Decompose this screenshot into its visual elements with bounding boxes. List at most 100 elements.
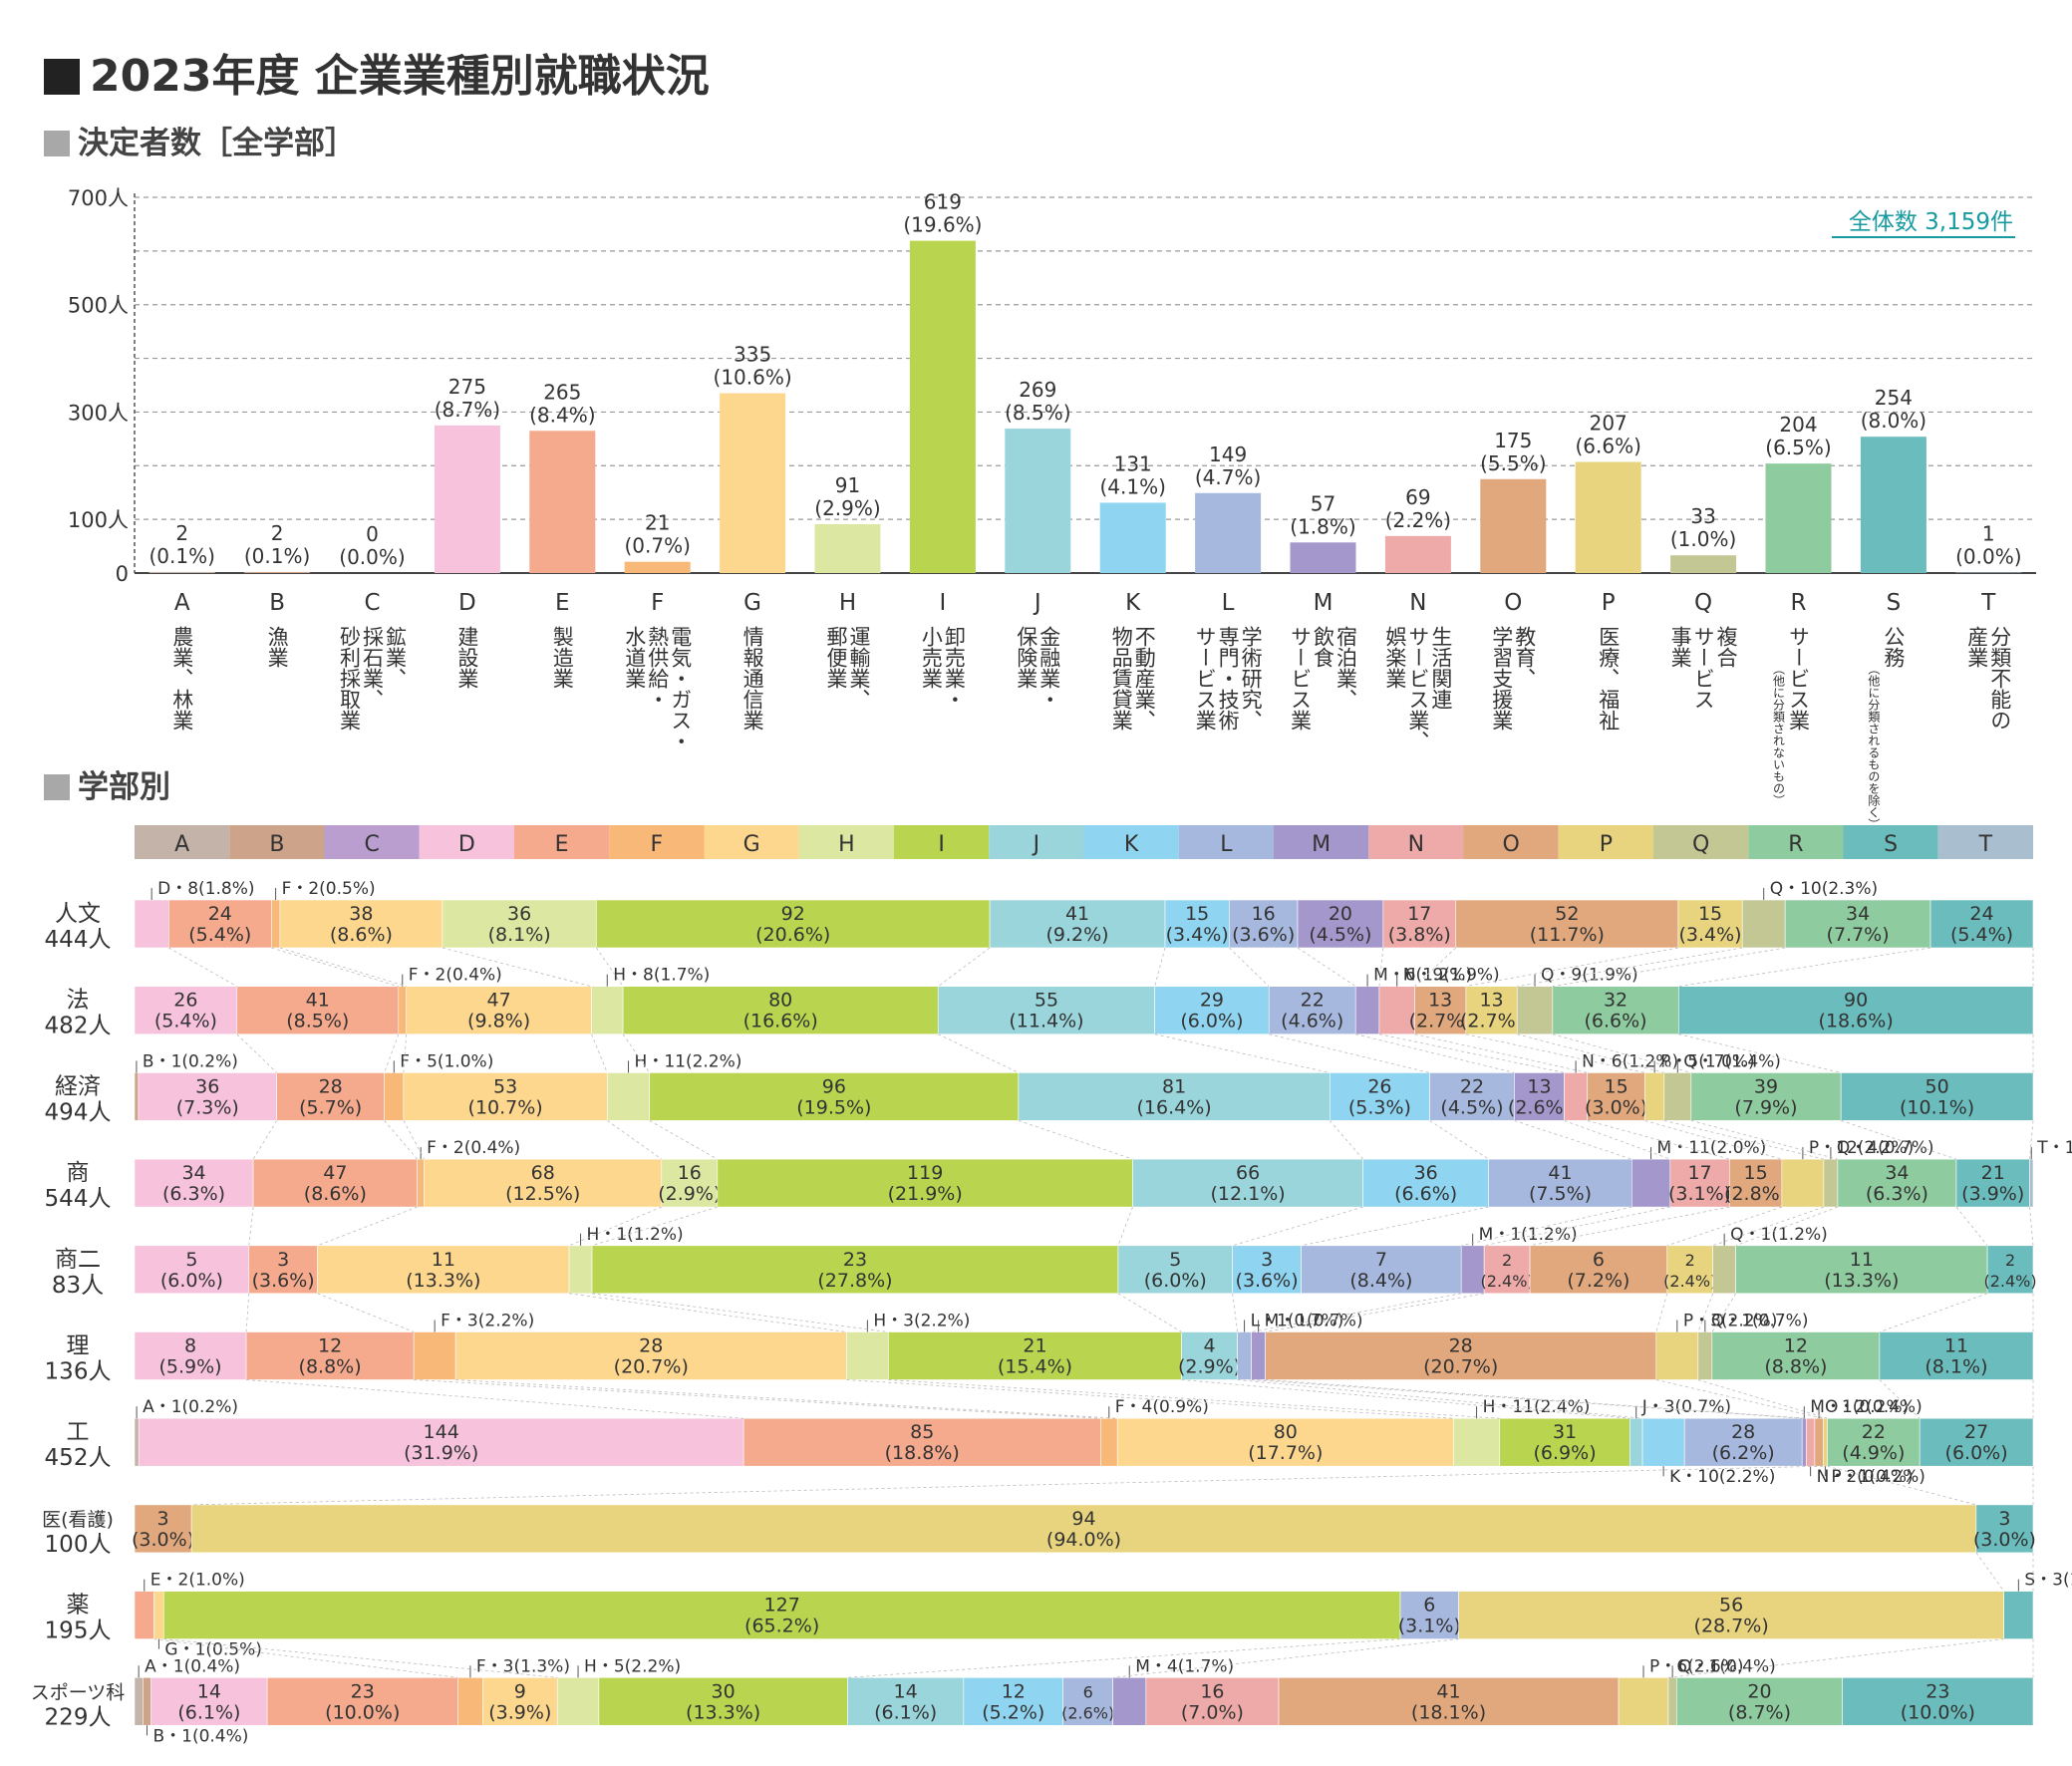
callout-label: L・1(0.7%) bbox=[1251, 1312, 1344, 1331]
segment-Q bbox=[1516, 986, 1554, 1035]
connector-line bbox=[1355, 1033, 1515, 1073]
y-tick-label: 700人 bbox=[68, 186, 129, 210]
segment-value-label: 16 bbox=[1252, 903, 1276, 925]
connector-line bbox=[1154, 1033, 1331, 1073]
segment-G bbox=[403, 1072, 608, 1121]
bar-pct-label: (8.4%) bbox=[529, 403, 595, 427]
segment-H bbox=[1453, 1417, 1501, 1467]
bar-pct-label: (19.6%) bbox=[903, 213, 982, 237]
connector-line bbox=[1667, 1638, 2004, 1678]
faculty-total: 544人 bbox=[45, 1186, 112, 1212]
connector-line bbox=[1237, 1379, 1643, 1419]
callout-label: M・1(0.2%) bbox=[1810, 1397, 1909, 1417]
bar-pct-label: (1.0%) bbox=[1670, 527, 1736, 551]
callout-label: P・6(2.6%) bbox=[1649, 1656, 1744, 1676]
faculty-name: 商 bbox=[67, 1160, 90, 1186]
connector-line bbox=[1378, 947, 1384, 987]
legend-swatch-Q bbox=[1653, 825, 1749, 859]
segment-pct-label: (3.6%) bbox=[1236, 1270, 1299, 1292]
connector-line bbox=[1117, 1206, 1133, 1246]
connector-line bbox=[455, 1379, 1118, 1419]
bar-L bbox=[1195, 492, 1262, 573]
segment-value-label: 80 bbox=[768, 990, 792, 1012]
legend-label-E: E bbox=[555, 832, 569, 857]
segment-pct-label: (2.4%) bbox=[1481, 1272, 1534, 1291]
bar-pct-label: (8.0%) bbox=[1861, 409, 1926, 433]
segment-pct-label: (3.1%) bbox=[1668, 1183, 1731, 1205]
segment-pct-label: (2.4%) bbox=[1663, 1272, 1716, 1291]
segment-value-label: 15 bbox=[1744, 1162, 1768, 1184]
total-count-label: 全体数 3,159件 bbox=[1849, 209, 2013, 235]
segment-O bbox=[1529, 1245, 1668, 1295]
connector-line bbox=[591, 1033, 608, 1073]
connector-line bbox=[236, 1033, 277, 1073]
category-name: 小売業 bbox=[919, 626, 943, 689]
segment-value-label: 36 bbox=[1414, 1162, 1438, 1184]
segment-value-label: 53 bbox=[493, 1075, 517, 1097]
bar-pct-label: (4.1%) bbox=[1099, 474, 1165, 498]
callout-label: Q・1(1.2%) bbox=[1730, 1225, 1828, 1245]
connector-line bbox=[1265, 1379, 1807, 1419]
callout-label: M・1(1.2%) bbox=[1479, 1225, 1578, 1245]
segment-pct-label: (11.7%) bbox=[1530, 924, 1605, 946]
connector-line bbox=[1697, 1379, 1828, 1419]
segment-value-label: 24 bbox=[1969, 903, 1993, 925]
segment-value-label: 26 bbox=[173, 990, 197, 1012]
segment-value-label: 80 bbox=[1274, 1421, 1298, 1443]
segment-pct-label: (11.4%) bbox=[1009, 1011, 1083, 1032]
segment-pct-label: (8.4%) bbox=[1349, 1270, 1412, 1292]
segment-pct-label: (6.3%) bbox=[1866, 1183, 1928, 1205]
segment-P bbox=[1458, 1591, 2004, 1639]
faculty-total: 482人 bbox=[45, 1014, 112, 1039]
segment-G bbox=[317, 1245, 570, 1295]
segment-value-label: 21 bbox=[1023, 1335, 1046, 1357]
segment-K bbox=[1164, 899, 1230, 949]
segment-value-label: 23 bbox=[351, 1680, 375, 1702]
connector-line bbox=[649, 1120, 719, 1160]
segment-M bbox=[1801, 1417, 1807, 1467]
segment-G bbox=[153, 1591, 164, 1639]
segment-pct-label: (3.0%) bbox=[132, 1529, 194, 1551]
segment-value-label: 5 bbox=[185, 1249, 197, 1271]
segment-pct-label: (6.0%) bbox=[1180, 1011, 1243, 1032]
bar-value-label: 21 bbox=[645, 511, 670, 535]
category-name: 砂利採取業 bbox=[338, 626, 362, 731]
page-title: 2023年度 企業業種別就職状況 bbox=[44, 40, 710, 104]
segment-H bbox=[661, 1158, 719, 1208]
connector-line bbox=[414, 1379, 1101, 1419]
segment-R bbox=[1711, 1331, 1881, 1380]
segment-value-label: 2 bbox=[1685, 1251, 1695, 1270]
segment-I bbox=[591, 1245, 1119, 1295]
legend-label-O: O bbox=[1502, 832, 1519, 857]
segment-S bbox=[1840, 1072, 2034, 1121]
category-code: L bbox=[1222, 590, 1235, 616]
segment-E bbox=[252, 1158, 418, 1208]
segment-B bbox=[134, 1072, 140, 1121]
connector-line bbox=[1429, 1120, 1489, 1160]
segment-pct-label: (15.4%) bbox=[998, 1356, 1072, 1378]
section-title-overall-text: 決定者数［全学部］ bbox=[78, 126, 356, 161]
segment-J bbox=[937, 986, 1155, 1035]
segment-K bbox=[1232, 1245, 1302, 1295]
faculty-total: 100人 bbox=[45, 1532, 112, 1558]
segment-N bbox=[1669, 1158, 1730, 1208]
segment-G bbox=[279, 899, 444, 949]
legend-swatch-A bbox=[135, 825, 230, 859]
segment-Q bbox=[1741, 899, 1786, 949]
segment-L bbox=[1429, 1072, 1515, 1121]
title-square-icon bbox=[44, 59, 80, 95]
segment-pct-label: (5.2%) bbox=[982, 1701, 1044, 1723]
legend-label-N: N bbox=[1408, 832, 1424, 857]
faculty-name: 理 bbox=[67, 1333, 90, 1359]
segment-pct-label: (4.5%) bbox=[1309, 924, 1371, 946]
category-name: 学術研究、 bbox=[1239, 626, 1263, 731]
callout-label: H・3(2.2%) bbox=[873, 1312, 970, 1331]
category-name: 建設業 bbox=[455, 626, 479, 689]
category-code: D bbox=[458, 590, 476, 616]
segment-value-label: 23 bbox=[843, 1249, 867, 1271]
segment-value-label: 34 bbox=[181, 1162, 205, 1184]
segment-pct-label: (18.1%) bbox=[1411, 1701, 1486, 1723]
segment-M bbox=[1297, 899, 1384, 949]
connector-line bbox=[248, 1207, 254, 1246]
connector-line bbox=[622, 1033, 651, 1073]
